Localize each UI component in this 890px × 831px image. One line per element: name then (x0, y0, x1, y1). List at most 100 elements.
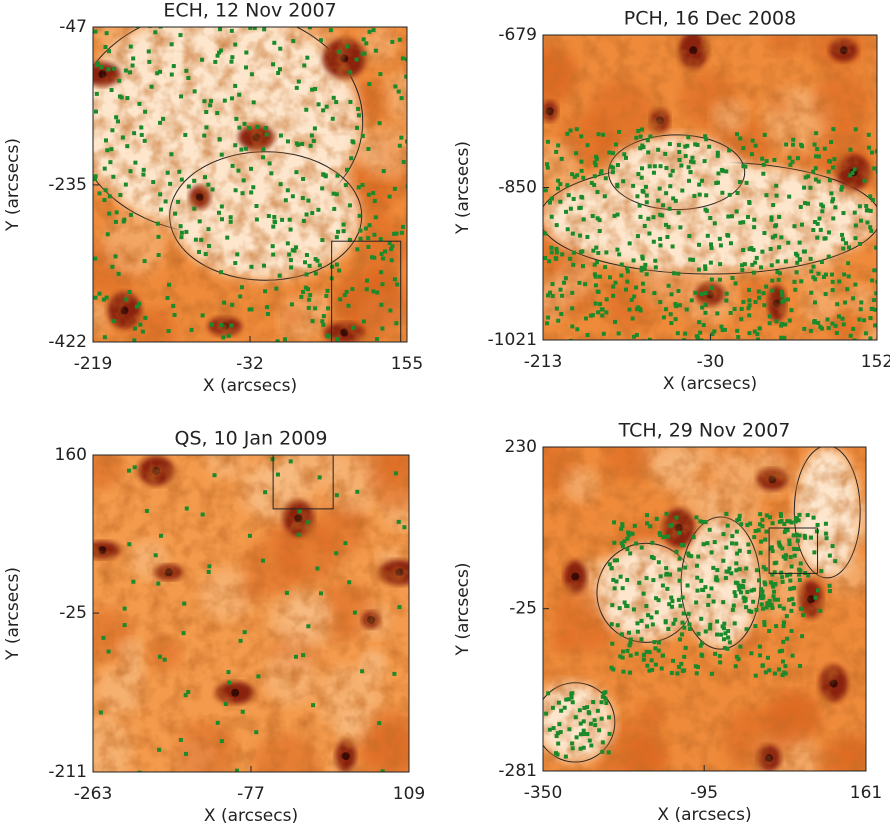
green-pixel (358, 236, 363, 241)
green-pixel (683, 331, 688, 336)
green-pixel (717, 277, 722, 282)
green-pixel (831, 127, 836, 132)
green-pixel (690, 155, 695, 160)
green-pixel (724, 298, 729, 303)
green-pixel (791, 602, 796, 607)
green-pixel (813, 166, 818, 171)
green-pixel (704, 137, 709, 142)
green-pixel (609, 622, 614, 627)
green-pixel (658, 532, 663, 537)
green-pixel (640, 256, 645, 261)
green-pixel (579, 168, 584, 173)
green-pixel (802, 326, 807, 331)
green-pixel (660, 583, 665, 588)
green-pixel (673, 302, 678, 307)
green-pixel (781, 639, 786, 644)
green-pixel (230, 302, 235, 307)
green-pixel (249, 166, 254, 171)
green-pixel (128, 70, 133, 75)
green-pixel (666, 534, 671, 539)
green-pixel (644, 272, 649, 277)
green-pixel (266, 214, 271, 219)
chart-title: TCH, 29 Nov 2007 (618, 420, 791, 442)
green-pixel (550, 196, 555, 201)
green-pixel (795, 538, 800, 543)
green-pixel (722, 626, 727, 631)
green-pixel (388, 308, 393, 313)
x-tick-label: -77 (237, 784, 265, 804)
green-pixel (797, 578, 802, 583)
green-pixel (647, 668, 652, 673)
green-pixel (762, 231, 767, 236)
green-pixel (652, 164, 657, 169)
green-pixel (671, 658, 676, 663)
green-pixel (668, 572, 673, 577)
green-pixel (708, 242, 713, 247)
green-pixel (651, 578, 656, 583)
green-pixel (768, 246, 773, 251)
green-pixel (789, 564, 794, 569)
green-pixel (594, 156, 599, 161)
green-pixel (858, 218, 863, 223)
green-pixel (242, 630, 247, 635)
green-pixel (390, 244, 395, 249)
green-pixel (661, 315, 666, 320)
green-pixel (734, 541, 739, 546)
x-tick-label: -263 (74, 784, 113, 804)
green-pixel (567, 727, 572, 732)
green-pixel (632, 334, 637, 339)
green-pixel (745, 589, 750, 594)
green-pixel (348, 70, 353, 75)
green-pixel (162, 657, 167, 662)
green-pixel (699, 292, 704, 297)
green-pixel (764, 605, 769, 610)
green-pixel (166, 329, 171, 334)
green-pixel (708, 215, 713, 220)
green-pixel (650, 540, 655, 545)
green-pixel (664, 165, 669, 170)
green-pixel (711, 565, 716, 570)
green-pixel (575, 327, 580, 332)
green-pixel (735, 551, 740, 556)
green-pixel (650, 667, 655, 672)
green-pixel (803, 201, 808, 206)
green-pixel (870, 278, 875, 283)
green-pixel (628, 653, 633, 658)
y-tick-label: -850 (498, 178, 537, 198)
green-pixel (673, 317, 678, 322)
green-pixel (393, 471, 398, 476)
green-pixel (233, 188, 238, 193)
green-pixel (277, 67, 282, 72)
green-pixel (312, 126, 317, 131)
green-pixel (106, 649, 111, 654)
y-tick-label: -422 (48, 332, 87, 352)
green-pixel (777, 271, 782, 276)
green-pixel (310, 211, 315, 216)
green-pixel (727, 192, 732, 197)
green-pixel (703, 629, 708, 634)
green-pixel (832, 157, 837, 162)
green-pixel (756, 289, 761, 294)
green-pixel (656, 648, 661, 653)
green-pixel (114, 10, 118, 14)
green-pixel (774, 183, 779, 188)
green-pixel (634, 285, 639, 290)
green-pixel (240, 191, 245, 196)
green-pixel (216, 210, 221, 215)
green-pixel (696, 631, 701, 636)
y-axis-label: Y (arcsecs) (453, 141, 473, 235)
green-pixel (628, 551, 633, 556)
green-pixel (161, 116, 166, 121)
green-pixel (823, 272, 828, 277)
green-pixel (320, 186, 325, 191)
green-pixel (747, 287, 752, 292)
green-pixel (392, 7, 396, 11)
green-pixel (640, 166, 645, 171)
green-pixel (641, 145, 646, 150)
green-pixel (685, 143, 690, 148)
green-pixel (554, 149, 559, 154)
green-pixel (701, 519, 706, 524)
green-pixel (568, 206, 573, 211)
green-pixel (676, 271, 681, 276)
green-pixel (574, 735, 579, 740)
